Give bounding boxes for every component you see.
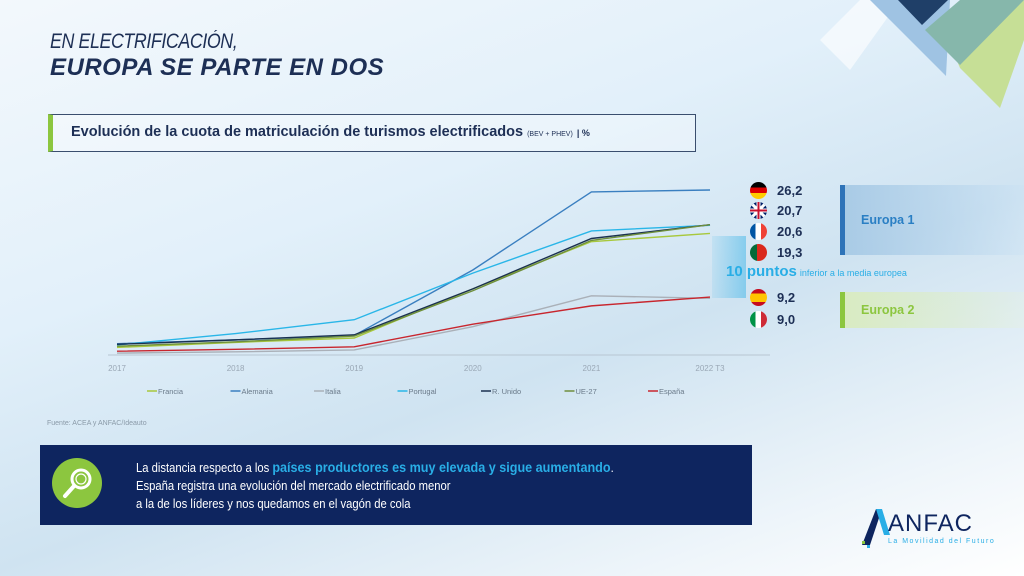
conclusion-text: La distancia respecto a los países produ…: [136, 458, 614, 513]
gap-label: 10 puntos inferior a la media europea: [726, 263, 907, 281]
ranking-row: 9,0: [750, 310, 795, 328]
germany-flag-icon: [750, 181, 767, 199]
ranking-row: 9,2: [750, 288, 795, 306]
ranking-value: 20,6: [777, 223, 803, 239]
x-tick-label: 2020: [464, 364, 482, 373]
ranking-value: 9,2: [777, 289, 796, 305]
ranking-row: 20,6: [750, 222, 802, 240]
italy-flag-icon: [750, 310, 767, 328]
magnifier-icon: [52, 458, 102, 508]
ranking-row: 20,7: [750, 201, 802, 219]
x-tick-label: 2021: [583, 364, 601, 373]
x-tick-label: 2018: [227, 364, 245, 373]
source-note: Fuente: ACEA y ANFAC/Ideauto: [47, 420, 147, 427]
ranking-value: 19,3: [777, 244, 803, 260]
banner-text-post: .: [610, 461, 614, 475]
anfac-tagline: La Movilidad del Futuro: [888, 538, 996, 545]
legend-label: Portugal: [409, 387, 437, 396]
title-line-1: EN ELECTRIFICACIÓN,: [50, 30, 238, 53]
gap-band: [712, 236, 746, 298]
series-line-r-unido: [116, 223, 711, 345]
chart-title: Evolución de la cuota de matriculación d…: [71, 124, 524, 140]
conclusion-banner: [40, 445, 752, 525]
legend-label: Francia: [158, 387, 184, 396]
group-europa-2: Europa 2: [840, 292, 1024, 328]
ranking-value: 9,0: [777, 311, 796, 327]
legend-label: R. Unido: [492, 387, 521, 396]
ranking-row: 19,3: [750, 243, 802, 261]
series-line-espa-a: [116, 296, 711, 352]
x-tick-label: 2017: [108, 364, 126, 373]
anfac-logo-text: ANFAC: [888, 510, 974, 537]
gap-text: inferior a la media europea: [799, 268, 907, 278]
legend-label: España: [659, 387, 685, 396]
banner-line-2: España registra una evolución del mercad…: [136, 479, 451, 493]
legend-label: Italia: [325, 387, 342, 396]
chart-subtitle-box: Evolución de la cuota de matriculación d…: [48, 114, 696, 152]
line-chart: 2017 2018 2019 2020 2021 2022 T3 Francia Aleman…: [108, 189, 770, 396]
gap-value: 10 puntos: [726, 263, 797, 280]
series-line-portugal: [116, 224, 711, 346]
legend-label: UE-27: [576, 387, 597, 396]
france-flag-icon: [750, 222, 767, 240]
banner-highlight: países productores es muy elevada y sigu…: [272, 459, 611, 475]
page-title: EUROPA SE PARTE EN DOS: [50, 54, 385, 81]
anfac-logo-mark: [862, 509, 890, 548]
ranking-value: 20,7: [777, 202, 803, 218]
spain-flag-icon: [750, 288, 767, 306]
series-line-italia: [116, 295, 711, 354]
chart-qualifier: (BEV + PHEV): [527, 131, 573, 138]
series-line-ue-27: [116, 223, 711, 347]
banner-line-3: a la de los líderes y nos quedamos en el…: [136, 497, 411, 511]
x-tick-label: 2019: [345, 364, 363, 373]
x-tick-label: 2022 T3: [695, 364, 725, 373]
legend-label: Alemania: [242, 387, 274, 396]
series-line-alemania: [116, 189, 711, 345]
portugal-flag-icon: [750, 243, 767, 261]
ranking-row: 26,2: [750, 181, 802, 199]
decorative-corner-shapes: [820, 0, 1024, 108]
uk-flag-icon: [750, 201, 767, 219]
group-europa-1: Europa 1: [840, 185, 1024, 255]
banner-text-pre: La distancia respecto a los: [136, 461, 273, 475]
chart-unit: | %: [576, 128, 590, 138]
series-line-francia: [116, 232, 711, 349]
ranking-value: 26,2: [777, 182, 803, 198]
